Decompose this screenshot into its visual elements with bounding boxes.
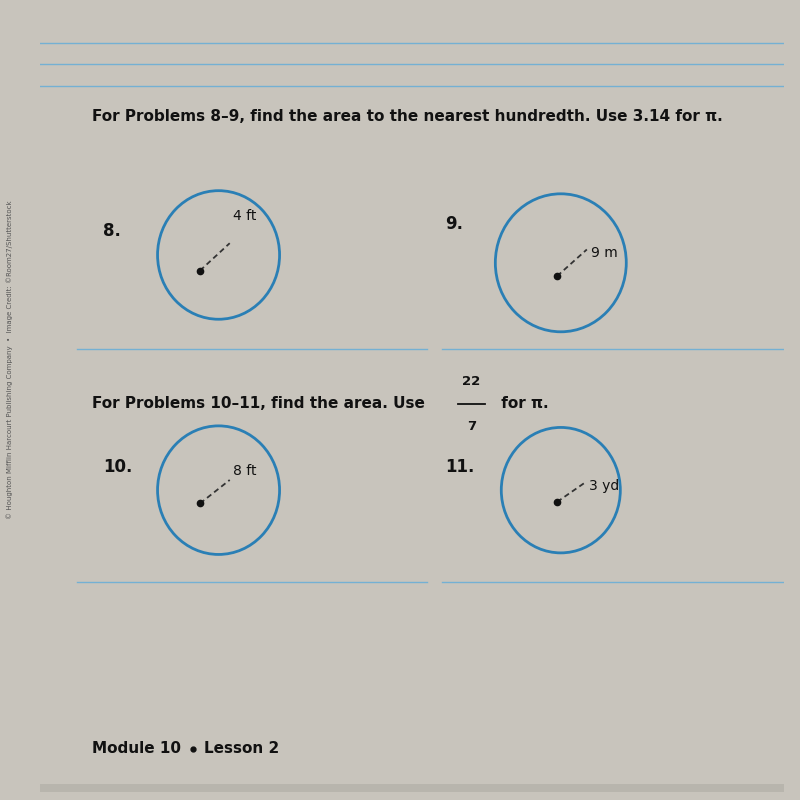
Text: Lesson 2: Lesson 2 (204, 742, 279, 756)
Bar (40, 784, 784, 800)
Text: © Houghton Mifflin Harcourt Publishing Company  •  Image Credit: ©Room27/Shutter: © Houghton Mifflin Harcourt Publishing C… (6, 201, 13, 519)
Text: Module 10: Module 10 (92, 742, 181, 756)
Text: 8.: 8. (103, 222, 121, 241)
Text: For Problems 8–9, find the area to the nearest hundredth. Use 3.14 for π.: For Problems 8–9, find the area to the n… (92, 109, 723, 124)
Text: 8 ft: 8 ft (234, 463, 257, 478)
Text: 9.: 9. (446, 214, 463, 233)
Text: 3 yd: 3 yd (589, 479, 619, 494)
Text: For Problems 10–11, find the area. Use: For Problems 10–11, find the area. Use (92, 397, 430, 411)
Text: 7: 7 (467, 419, 476, 433)
Text: for π.: for π. (496, 397, 549, 411)
Text: 22: 22 (462, 375, 481, 388)
Text: 4 ft: 4 ft (234, 209, 257, 222)
Text: 11.: 11. (446, 458, 475, 476)
Text: 10.: 10. (103, 458, 133, 476)
Text: 9 m: 9 m (590, 246, 618, 260)
